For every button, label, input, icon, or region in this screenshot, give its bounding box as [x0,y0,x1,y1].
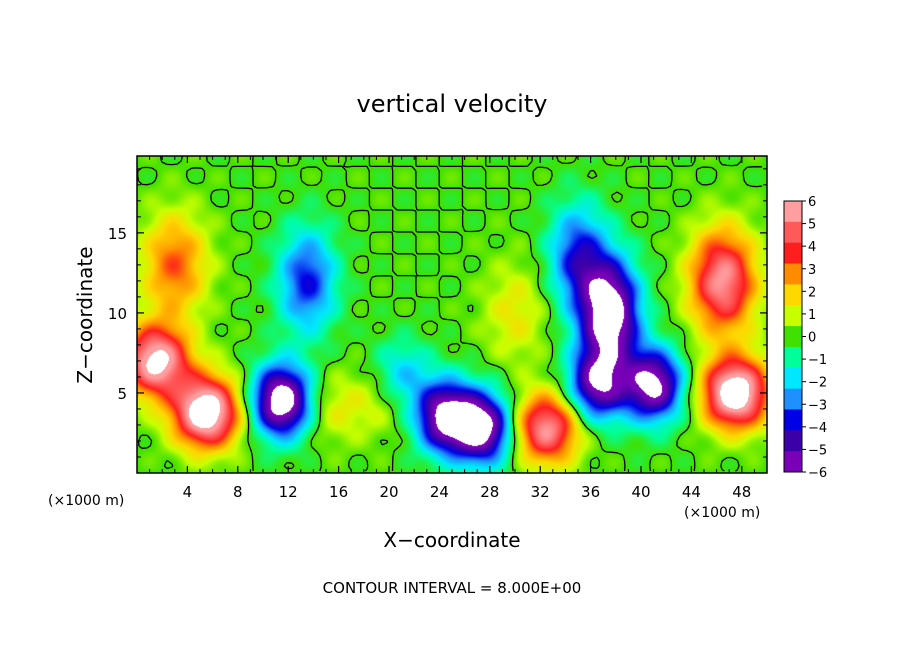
colorbar-swatch [784,263,802,285]
x-tick-label: 48 [732,483,751,501]
colorbar-swatch [784,326,802,348]
heatmap-field [137,156,767,473]
y-ticks: 5 10 15 [108,168,767,458]
colorbar-label: 3 [808,263,816,278]
colorbar-swatch [784,284,802,306]
colorbar-label: 2 [808,285,816,300]
y-tick-label: 15 [108,225,127,243]
x-tick-label: 32 [531,483,550,501]
y-tick-label: 5 [117,385,127,403]
x-tick-label: 12 [279,483,298,501]
chart-title: vertical velocity [357,90,548,118]
colorbar-swatch [784,305,802,327]
colorbar-swatch [784,388,802,410]
x-tick-label: 44 [682,483,701,501]
colorbar-label: 1 [808,308,816,323]
colorbar-swatch [784,430,802,452]
x-tick-label: 16 [329,483,348,501]
colorbar-swatch [784,346,802,369]
zero-contour-lines [137,155,763,472]
colorbar-label: −5 [808,443,827,458]
colorbar-label: −1 [808,353,827,368]
x-tick-label: 28 [480,483,499,501]
colorbar-swatch [784,242,802,265]
colorbar-label: 0 [808,331,816,346]
y-axis-label: Z−coordinate [73,246,97,383]
colorbar-label: −6 [808,466,827,481]
colorbar-swatch [784,221,802,244]
x-tick-label: 24 [430,483,449,501]
colorbar-swatch [784,367,802,390]
x-axis-label: X−coordinate [383,528,520,552]
colorbar-label: −4 [808,421,827,436]
colorbar-swatch [784,451,802,473]
x-ticks: 4 8 12 16 20 24 28 32 36 40 44 48 [149,156,755,501]
colorbar: 6 5 4 3 2 1 0 −1 −2 −3 −4 −5 −6 [783,195,827,481]
x-tick-label: 40 [631,483,650,501]
x-unit-label-right: (×1000 m) [684,505,760,521]
zero-contour-path [137,155,763,472]
colorbar-label: −3 [808,398,827,413]
x-tick-label: 8 [233,483,243,501]
x-tick-label: 4 [183,483,193,501]
colorbar-label: −2 [808,376,827,391]
colorbar-label: 6 [808,195,816,210]
colorbar-label: 5 [808,218,816,233]
y-tick-label: 10 [108,305,127,323]
x-unit-label-left: (×1000 m) [48,493,124,509]
colorbar-swatch [784,201,802,223]
x-tick-label: 36 [581,483,600,501]
x-tick-label: 20 [379,483,398,501]
colorbar-label: 4 [808,240,816,255]
colorbar-swatch [784,409,802,431]
contour-interval-note: CONTOUR INTERVAL = 8.000E+00 [323,579,582,597]
